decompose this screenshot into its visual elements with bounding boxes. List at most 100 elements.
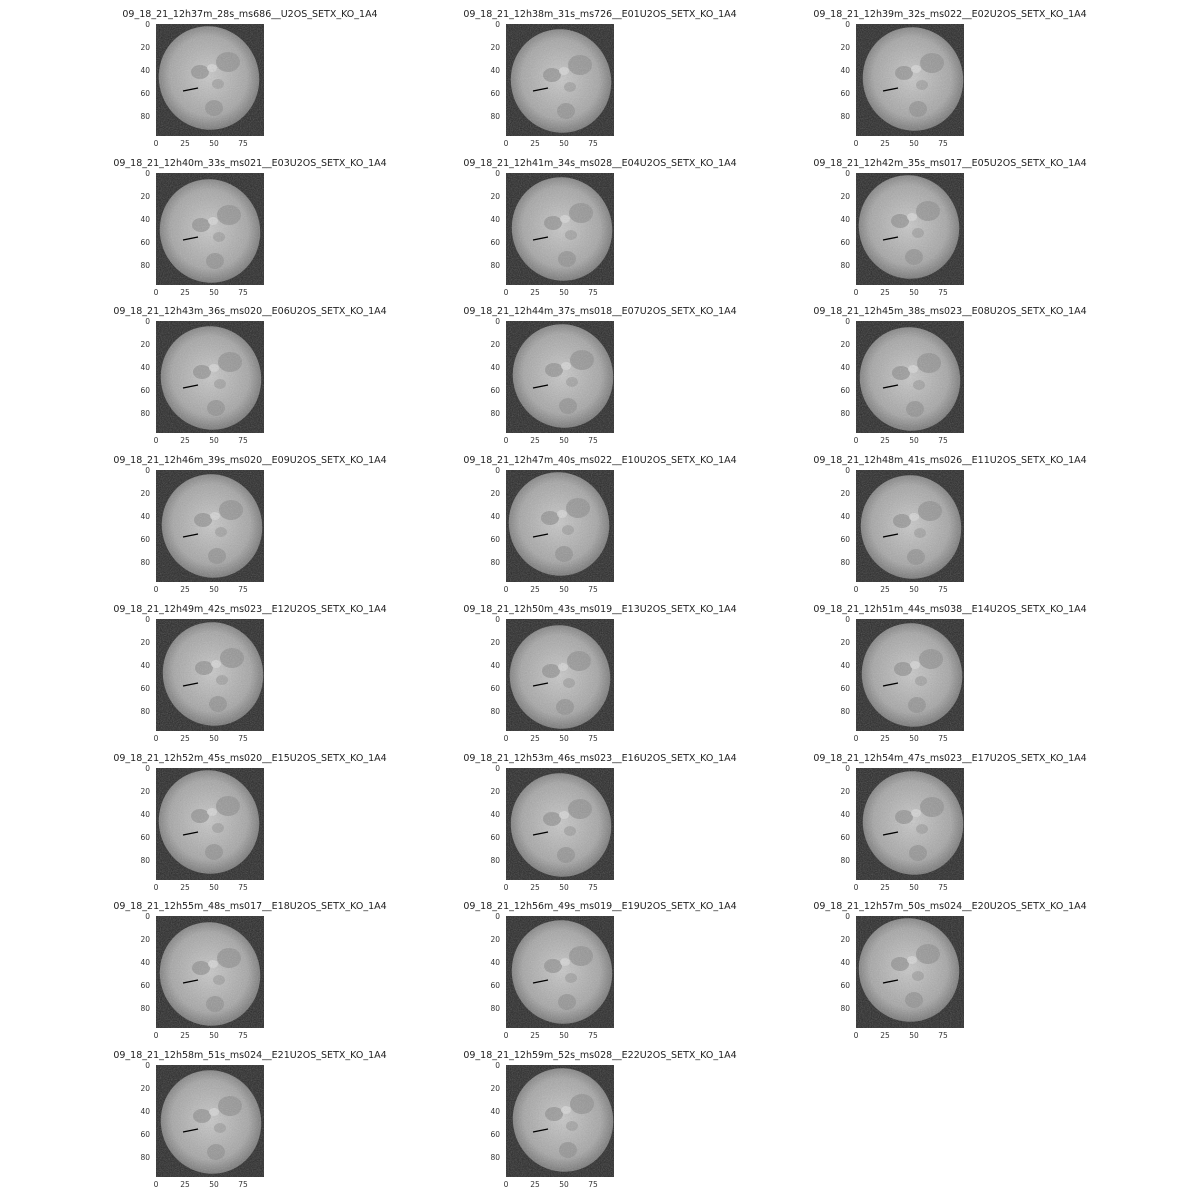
image-panel: 09_18_21_12h52m_45s_ms020__E15U2OS_SETX_… <box>75 750 425 898</box>
trace-line <box>182 682 199 687</box>
microscopy-image <box>856 768 964 880</box>
x-tick-label: 75 <box>588 1031 598 1040</box>
x-tick-label: 0 <box>503 1031 509 1040</box>
y-tick-label: 0 <box>145 1061 150 1070</box>
microscopy-image <box>856 619 964 731</box>
y-tick-label: 80 <box>140 1004 150 1013</box>
panel-title: 09_18_21_12h38m_31s_ms726__E01U2OS_SETX_… <box>463 9 737 20</box>
x-tick-label: 50 <box>209 436 219 445</box>
y-tick-label: 60 <box>490 981 500 990</box>
y-tick-label: 40 <box>490 512 500 521</box>
y-tick-label: 60 <box>140 89 150 98</box>
y-tick-label: 40 <box>490 215 500 224</box>
y-tick-label: 20 <box>140 192 150 201</box>
y-tick-label: 20 <box>490 43 500 52</box>
x-tick-label: 50 <box>559 734 569 743</box>
y-tick-label: 80 <box>490 112 500 121</box>
x-tick-label: 75 <box>938 585 948 594</box>
y-tick-label: 80 <box>490 409 500 418</box>
x-tick-label: 75 <box>938 139 948 148</box>
y-tick-label: 40 <box>840 810 850 819</box>
panel-title: 09_18_21_12h57m_50s_ms024__E20U2OS_SETX_… <box>813 901 1087 912</box>
y-tick-label: 20 <box>140 43 150 52</box>
y-tick-label: 60 <box>840 684 850 693</box>
y-tick-label: 40 <box>840 66 850 75</box>
x-tick-label: 0 <box>503 288 509 297</box>
y-tick-label: 80 <box>840 261 850 270</box>
x-tick-label: 50 <box>209 585 219 594</box>
x-tick-label: 0 <box>853 139 859 148</box>
panel-title: 09_18_21_12h59m_52s_ms028__E22U2OS_SETX_… <box>463 1050 737 1061</box>
x-tick-label: 25 <box>530 1031 540 1040</box>
x-tick-label: 25 <box>530 288 540 297</box>
x-tick-label: 0 <box>153 288 159 297</box>
panel-title: 09_18_21_12h46m_39s_ms020__E09U2OS_SETX_… <box>113 455 387 466</box>
y-tick-label: 80 <box>140 1153 150 1162</box>
y-tick-label: 40 <box>490 958 500 967</box>
y-tick-label: 80 <box>840 112 850 121</box>
microscopy-image <box>506 768 614 880</box>
y-tick-label: 40 <box>140 661 150 670</box>
image-panel: 09_18_21_12h59m_52s_ms028__E22U2OS_SETX_… <box>425 1047 775 1195</box>
x-tick-label: 50 <box>209 288 219 297</box>
microscopy-image <box>156 619 264 731</box>
x-tick-label: 50 <box>559 288 569 297</box>
trace-line <box>882 87 899 92</box>
x-tick-label: 75 <box>238 1031 248 1040</box>
y-tick-label: 80 <box>490 558 500 567</box>
y-tick-label: 40 <box>140 215 150 224</box>
image-panel: 09_18_21_12h48m_41s_ms026__E11U2OS_SETX_… <box>775 452 1125 600</box>
panel-title: 09_18_21_12h37m_28s_ms686__U2OS_SETX_KO_… <box>122 9 378 20</box>
y-tick-label: 80 <box>840 409 850 418</box>
y-tick-label: 0 <box>495 912 500 921</box>
y-tick-label: 60 <box>140 1130 150 1139</box>
x-tick-label: 0 <box>153 883 159 892</box>
y-tick-label: 80 <box>490 856 500 865</box>
x-tick-label: 25 <box>880 288 890 297</box>
x-tick-label: 25 <box>530 585 540 594</box>
y-tick-label: 80 <box>140 856 150 865</box>
y-tick-label: 40 <box>840 363 850 372</box>
trace-line <box>182 1128 199 1133</box>
x-tick-label: 25 <box>180 1180 190 1189</box>
y-tick-label: 40 <box>140 363 150 372</box>
microscopy-image <box>506 916 614 1028</box>
y-tick-label: 60 <box>490 535 500 544</box>
x-tick-label: 75 <box>588 883 598 892</box>
trace-line <box>532 236 549 241</box>
y-tick-label: 20 <box>490 489 500 498</box>
microscopy-image <box>156 470 264 582</box>
x-tick-label: 25 <box>880 436 890 445</box>
x-tick-label: 25 <box>180 883 190 892</box>
trace-line <box>532 831 549 836</box>
x-tick-label: 50 <box>909 585 919 594</box>
trace-line <box>532 1128 549 1133</box>
panel-title: 09_18_21_12h50m_43s_ms019__E13U2OS_SETX_… <box>463 604 737 615</box>
y-tick-label: 80 <box>840 558 850 567</box>
x-tick-label: 25 <box>530 734 540 743</box>
trace-line <box>182 236 199 241</box>
y-tick-label: 80 <box>140 707 150 716</box>
x-tick-label: 50 <box>909 139 919 148</box>
image-panel: 09_18_21_12h46m_39s_ms020__E09U2OS_SETX_… <box>75 452 425 600</box>
y-tick-label: 0 <box>845 912 850 921</box>
trace-line <box>182 831 199 836</box>
x-tick-label: 25 <box>180 288 190 297</box>
trace-line <box>882 384 899 389</box>
x-tick-label: 75 <box>588 585 598 594</box>
y-tick-label: 0 <box>495 169 500 178</box>
x-tick-label: 0 <box>503 883 509 892</box>
y-tick-label: 40 <box>840 958 850 967</box>
y-tick-label: 20 <box>140 1084 150 1093</box>
y-tick-label: 40 <box>490 66 500 75</box>
y-tick-label: 20 <box>490 638 500 647</box>
x-tick-label: 25 <box>530 883 540 892</box>
image-panel: 09_18_21_12h54m_47s_ms023__E17U2OS_SETX_… <box>775 750 1125 898</box>
x-tick-label: 75 <box>588 1180 598 1189</box>
y-tick-label: 0 <box>145 20 150 29</box>
microscopy-image <box>156 173 264 285</box>
microscopy-image <box>506 1065 614 1177</box>
x-tick-label: 25 <box>180 1031 190 1040</box>
microscopy-image <box>506 24 614 136</box>
